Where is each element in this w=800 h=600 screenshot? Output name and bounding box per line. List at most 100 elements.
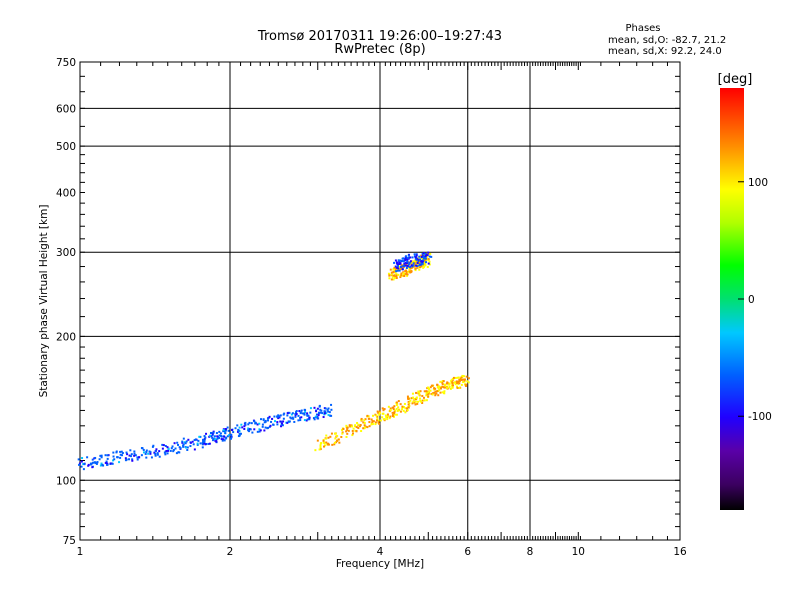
- data-point: [405, 271, 408, 274]
- y-tick-label: 600: [56, 103, 76, 115]
- data-point: [128, 454, 131, 457]
- data-point: [250, 422, 253, 425]
- data-point: [396, 262, 399, 265]
- data-point: [408, 261, 411, 264]
- data-point: [258, 422, 261, 425]
- data-point: [204, 436, 207, 439]
- data-point: [243, 425, 246, 428]
- data-point: [426, 252, 429, 255]
- data-point: [406, 409, 409, 412]
- data-point: [161, 447, 164, 450]
- data-point: [398, 269, 401, 272]
- data-point: [277, 414, 280, 417]
- data-point: [129, 449, 132, 452]
- data-point: [381, 416, 384, 419]
- data-point: [211, 439, 214, 442]
- data-point: [379, 419, 382, 422]
- data-point: [215, 432, 218, 435]
- data-point: [412, 396, 415, 399]
- data-point: [191, 440, 194, 443]
- data-point: [234, 427, 237, 430]
- stats-line-o: mean, sd,O: -82.7, 21.2: [608, 35, 726, 46]
- data-point: [283, 412, 286, 415]
- data-point: [129, 455, 132, 458]
- data-point: [404, 264, 407, 267]
- data-point: [294, 414, 297, 417]
- data-point: [403, 262, 406, 265]
- data-point: [313, 406, 316, 409]
- data-point: [393, 277, 396, 280]
- data-point: [277, 417, 280, 420]
- data-point: [407, 403, 410, 406]
- data-point: [269, 424, 272, 427]
- data-point: [203, 442, 206, 445]
- data-point: [414, 400, 417, 403]
- data-point: [337, 438, 340, 441]
- data-point: [319, 408, 322, 411]
- data-point: [323, 445, 326, 448]
- colorbar-tick-label: 0: [748, 294, 755, 306]
- data-point: [109, 462, 112, 465]
- data-point: [225, 436, 228, 439]
- data-point: [333, 443, 336, 446]
- data-point: [134, 454, 137, 457]
- data-point: [429, 386, 432, 389]
- data-point: [372, 420, 375, 423]
- data-point: [287, 420, 290, 423]
- data-point: [112, 451, 115, 454]
- data-point: [121, 454, 124, 457]
- data-point: [253, 428, 256, 431]
- y-tick-label: 300: [56, 247, 76, 259]
- data-point: [415, 264, 418, 267]
- data-point: [167, 449, 170, 452]
- data-point: [393, 405, 396, 408]
- data-point: [346, 432, 349, 435]
- data-point: [319, 446, 322, 449]
- data-point: [286, 412, 289, 415]
- data-point: [156, 453, 159, 456]
- data-point: [426, 265, 429, 268]
- data-point: [441, 380, 444, 383]
- data-point: [224, 432, 227, 435]
- data-point: [323, 413, 326, 416]
- data-point: [342, 427, 345, 430]
- data-point: [409, 267, 412, 270]
- data-point: [153, 451, 156, 454]
- data-point: [220, 435, 223, 438]
- data-point: [170, 447, 173, 450]
- data-point: [408, 268, 411, 271]
- data-point: [382, 412, 385, 415]
- data-point: [80, 465, 83, 468]
- data-point: [222, 428, 225, 431]
- data-point: [421, 394, 424, 397]
- data-point: [172, 449, 175, 452]
- data-point: [406, 407, 409, 410]
- data-point: [445, 382, 448, 385]
- data-point: [418, 258, 421, 261]
- data-point: [362, 427, 365, 430]
- data-point: [218, 430, 221, 433]
- data-point: [334, 437, 337, 440]
- data-point: [382, 409, 385, 412]
- data-point: [118, 461, 121, 464]
- data-point: [351, 434, 354, 437]
- data-point: [421, 260, 424, 263]
- data-point: [426, 393, 429, 396]
- data-point: [112, 455, 115, 458]
- data-point: [119, 450, 122, 453]
- data-point: [395, 261, 398, 264]
- data-point: [403, 402, 406, 405]
- data-point: [465, 375, 468, 378]
- data-point: [176, 441, 179, 444]
- data-point: [164, 453, 167, 456]
- data-point: [463, 380, 466, 383]
- data-point: [418, 268, 421, 271]
- data-point: [378, 422, 381, 425]
- data-point: [203, 440, 206, 443]
- data-point: [432, 388, 435, 391]
- data-point: [400, 265, 403, 268]
- data-point: [402, 257, 405, 260]
- data-point: [434, 393, 437, 396]
- data-point: [329, 414, 332, 417]
- data-point: [189, 445, 192, 448]
